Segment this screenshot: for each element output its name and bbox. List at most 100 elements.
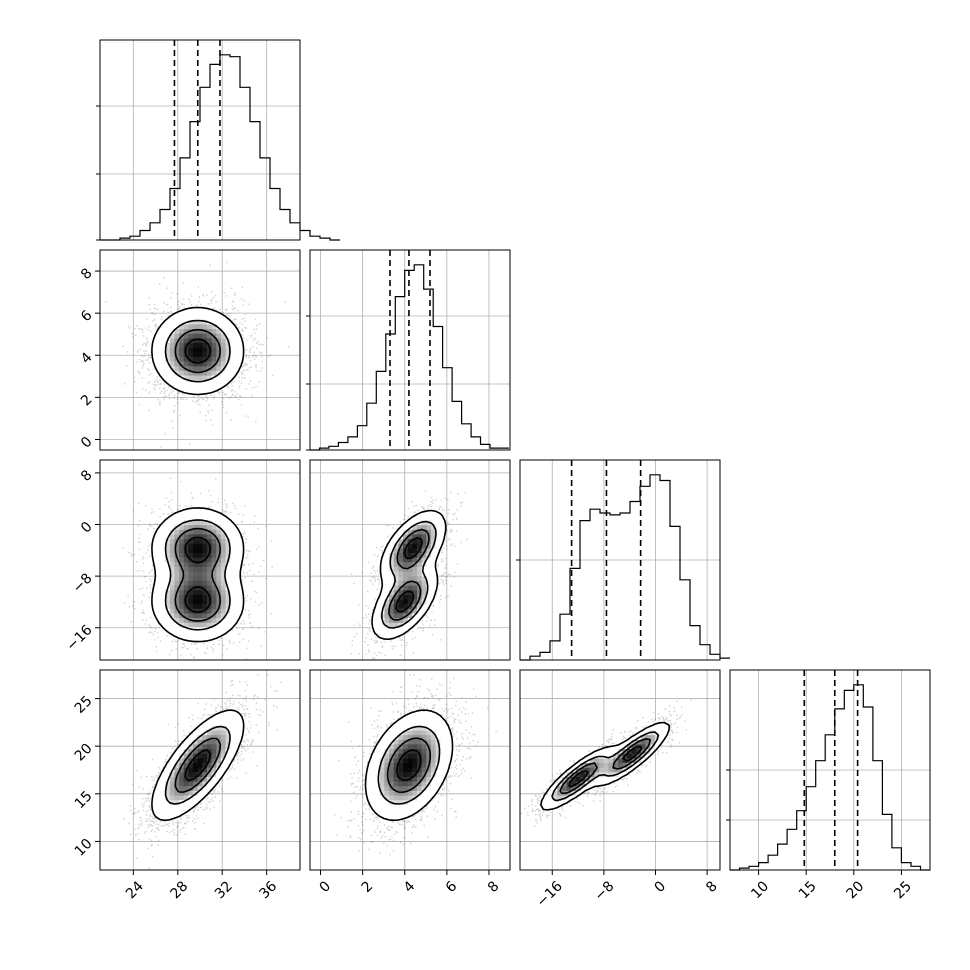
density-cell — [188, 319, 194, 326]
density-cell — [631, 749, 637, 755]
density-cell — [412, 515, 418, 522]
density-cell — [220, 590, 227, 596]
density-cell — [216, 375, 222, 381]
density-cell — [417, 721, 423, 727]
density-cell — [211, 357, 217, 363]
density-cell — [220, 599, 227, 605]
density-cell — [403, 721, 409, 727]
density-cell — [179, 366, 185, 372]
density-cell — [440, 721, 446, 727]
density-cell — [234, 333, 241, 339]
density-cell — [193, 613, 199, 619]
density-cell — [160, 534, 166, 540]
density-cell — [207, 772, 213, 778]
density-cell — [169, 553, 176, 559]
density-cell — [193, 319, 199, 326]
density-cell — [417, 548, 423, 554]
density-cell — [384, 804, 390, 811]
density-cell — [421, 730, 427, 736]
density-cell — [193, 310, 199, 316]
density-cell — [216, 599, 222, 605]
density-cell — [188, 739, 194, 746]
density-cell — [430, 739, 437, 746]
density-cell — [193, 763, 199, 769]
density-cell — [211, 343, 217, 349]
density-cell — [165, 352, 171, 358]
density-cell — [188, 632, 194, 638]
density-cell — [393, 786, 399, 792]
density-cell — [202, 520, 208, 526]
density-cell — [407, 730, 413, 736]
density-cell — [407, 716, 413, 722]
density-cell — [398, 618, 404, 624]
density-cell — [193, 576, 199, 582]
density-cell — [183, 333, 189, 339]
density-cell — [426, 562, 432, 568]
contour-level-0 — [540, 721, 671, 811]
density-cell — [589, 781, 596, 787]
density-cell — [375, 758, 381, 764]
density-cell — [151, 539, 157, 545]
density-cell — [412, 571, 418, 577]
density-cell — [552, 781, 558, 787]
density-cell — [188, 333, 194, 339]
density-cell — [165, 590, 171, 596]
density-cell — [547, 795, 554, 801]
density-cell — [640, 739, 647, 746]
density-cell — [412, 618, 418, 624]
density-cell — [426, 735, 432, 741]
density-cell — [225, 366, 231, 372]
x-tick-label: 28 — [167, 878, 191, 902]
density-cell — [417, 735, 423, 741]
density-cell — [234, 529, 241, 536]
density-cell — [412, 608, 418, 615]
density-cell — [155, 534, 162, 540]
density-cell — [403, 809, 409, 815]
density-cell — [389, 618, 395, 624]
density-cell — [384, 553, 390, 559]
density-cell — [379, 763, 386, 769]
density-cell — [384, 576, 390, 582]
density-cell — [183, 571, 189, 577]
density-cell — [211, 548, 217, 554]
density-cell — [421, 725, 427, 732]
density-cell — [193, 511, 199, 517]
density-cell — [202, 590, 208, 596]
density-cell — [193, 739, 199, 746]
density-cell — [211, 627, 217, 633]
density-cell — [169, 539, 176, 545]
density-cell — [197, 361, 203, 367]
density-cell — [165, 790, 171, 797]
density-cell — [393, 599, 399, 605]
density-cell — [193, 636, 199, 642]
density-cell — [580, 781, 586, 787]
density-cell — [389, 744, 395, 750]
density-cell — [216, 329, 222, 335]
density-cell — [193, 384, 199, 391]
density-cell — [193, 632, 199, 638]
panel-frame — [99, 39, 301, 241]
density-cell — [179, 515, 185, 522]
density-cell — [160, 553, 166, 559]
panel-frame — [99, 459, 301, 661]
density-cell — [160, 571, 166, 577]
density-cell — [174, 333, 180, 339]
density-cell — [375, 781, 381, 787]
density-cell — [155, 562, 162, 568]
density-cell — [426, 730, 432, 736]
density-cell — [155, 539, 162, 545]
density-cell — [234, 599, 241, 605]
density-cell — [230, 539, 236, 545]
density-cell — [174, 622, 180, 629]
density-cell — [379, 627, 386, 633]
density-cell — [370, 790, 376, 797]
density-cell — [234, 735, 241, 741]
density-cell — [216, 618, 222, 624]
density-cell — [225, 333, 231, 339]
density-cell — [165, 548, 171, 554]
density-cell — [179, 324, 185, 330]
density-cell — [561, 800, 568, 806]
density-cell — [216, 767, 222, 773]
density-cell — [202, 562, 208, 568]
